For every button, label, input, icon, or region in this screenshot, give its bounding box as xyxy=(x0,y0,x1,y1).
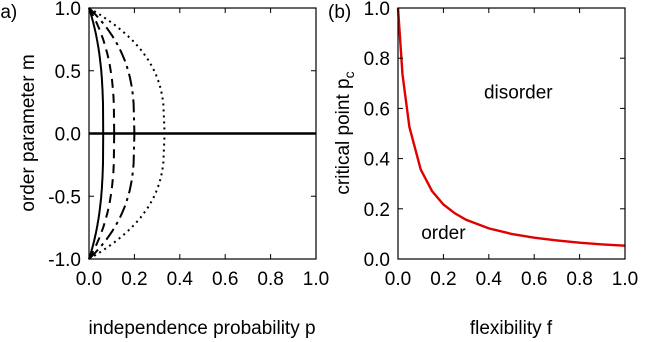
panel-b: (b) 0.0 0.2 0.4 0.6 0.8 1.0 0.0 0.2 0.4 0.6 0.8 1.… xyxy=(328,0,638,339)
panel-b-x-axis-label: flexibility f xyxy=(470,318,553,339)
panel-a-x-tick-label: 1.0 xyxy=(303,269,329,290)
panel-b-axes-box xyxy=(397,7,626,260)
panel-b-y-tick-label: 0.6 xyxy=(364,99,390,120)
panel-a-series-dashdot-upper xyxy=(88,7,136,134)
panel-a-series-solid-upper xyxy=(88,7,105,134)
panel-a-series-dashed-lower xyxy=(88,133,116,260)
panel-a-y-tick-label: 1.0 xyxy=(55,0,81,20)
panel-b-label: (b) xyxy=(328,2,351,23)
panel-b-x-tick-label: 0.2 xyxy=(430,269,456,290)
panel-a-y-tick-label: 0.5 xyxy=(55,62,81,83)
panel-b-y-tick-label: 0.0 xyxy=(364,250,390,271)
panel-a-series-solid-lower xyxy=(88,133,105,260)
panel-a-x-tick-label: 0.0 xyxy=(76,269,102,290)
panel-b-y-tick-label: 1.0 xyxy=(364,0,390,20)
panel-a-curves xyxy=(88,7,316,260)
panel-b-x-tick-label: 0.6 xyxy=(521,269,547,290)
panel-a-y-ticks: -1.0 -0.5 0.0 0.5 1.0 xyxy=(48,0,316,271)
panel-a-x-tick-label: 0.6 xyxy=(212,269,238,290)
panel-a-series-dashdot-lower xyxy=(88,133,136,260)
panel-a-series-dashed-upper xyxy=(88,7,116,134)
panel-b-x-tick-label: 0.0 xyxy=(385,269,411,290)
panel-a-x-tick-label: 0.2 xyxy=(121,269,147,290)
panel-b-curves xyxy=(396,7,626,247)
panel-b-x-tick-label: 1.0 xyxy=(612,269,638,290)
panel-a-x-ticks: 0.0 0.2 0.4 0.6 0.8 1.0 xyxy=(76,8,329,290)
panel-b-y-tick-label: 0.8 xyxy=(364,49,390,70)
panel-a-x-tick-label: 0.8 xyxy=(257,269,283,290)
panel-b-annotation-order: order xyxy=(421,223,466,244)
panel-a-y-tick-label: -1.0 xyxy=(48,250,81,271)
panel-b-x-tick-label: 0.4 xyxy=(476,269,503,290)
panel-a-y-tick-label: -0.5 xyxy=(48,187,81,208)
panel-b-x-ticks: 0.0 0.2 0.4 0.6 0.8 1.0 xyxy=(385,8,638,290)
panel-a-label: (a) xyxy=(0,2,17,23)
panel-a-y-axis-label: order parameter m xyxy=(18,54,39,211)
panel-a-y-tick-label: 0.0 xyxy=(55,125,81,146)
panel-b-annotation-disorder: disorder xyxy=(484,82,553,103)
panel-a-x-tick-label: 0.4 xyxy=(167,269,194,290)
panel-b-y-tick-label: 0.4 xyxy=(364,150,391,171)
panel-b-annotations: disorder order xyxy=(421,82,553,244)
panel-b-y-tick-label: 0.2 xyxy=(364,200,390,221)
panel-b-y-axis-label-main: critical point p xyxy=(333,78,354,194)
panel-a-x-axis-label: independence probability p xyxy=(88,318,315,339)
panel-b-x-tick-label: 0.8 xyxy=(566,269,592,290)
panel-b-y-ticks: 0.0 0.2 0.4 0.6 0.8 1.0 xyxy=(364,0,625,271)
panel-b-y-axis-label: critical point pc xyxy=(333,71,357,194)
panel-b-series-pc-curve xyxy=(396,7,626,247)
panel-b-y-axis-label-subscript: c xyxy=(341,71,357,78)
panel-a: (a) 0.0 0.2 0.4 0.6 0.8 1.0 -1.0 -0.5 0.0 0.5 1.0… xyxy=(0,0,329,339)
